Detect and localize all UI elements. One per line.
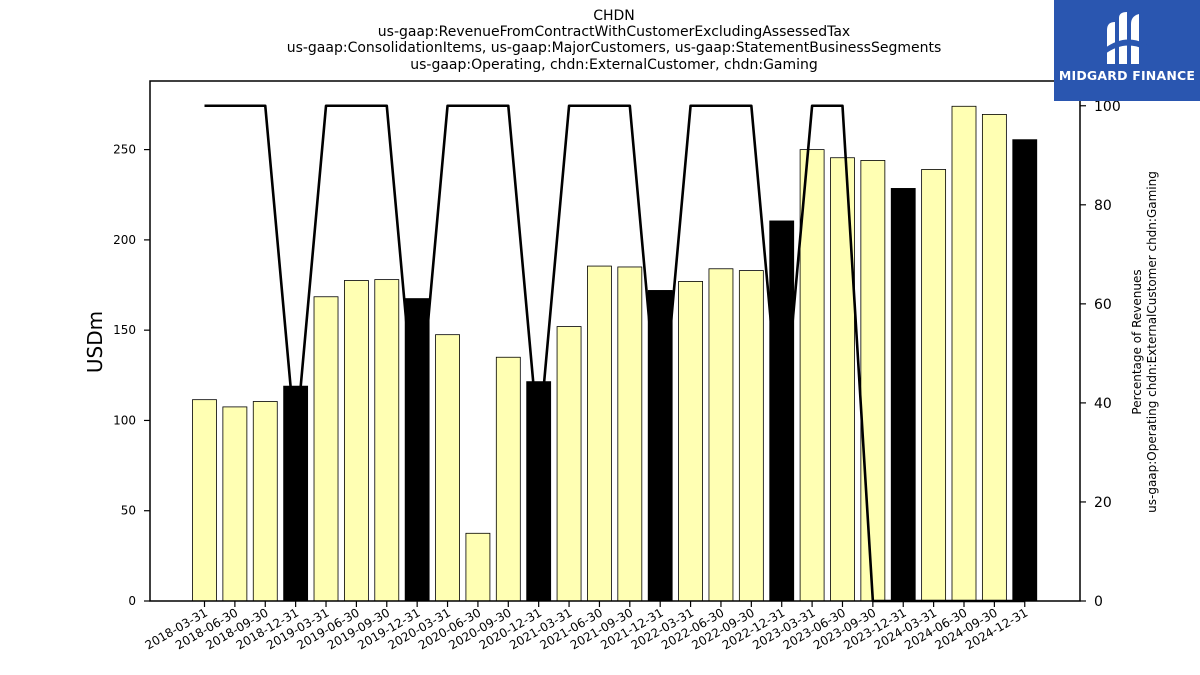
- bar-2020-06-30: [465, 532, 491, 602]
- logo-text: MIDGARD FINANCE: [1058, 68, 1196, 83]
- bar-2024-03-31: [921, 169, 947, 602]
- y-axis-title: USDm: [83, 311, 107, 373]
- y-tick-label: 0: [128, 594, 136, 608]
- bar-2024-09-30: [981, 114, 1007, 602]
- bar-2023-12-31: [890, 188, 916, 602]
- bar-2019-06-30: [343, 280, 369, 602]
- y2-tick-label: 80: [1094, 198, 1112, 214]
- y-tick-label: 200: [113, 233, 136, 247]
- bar-2020-03-31: [435, 334, 460, 602]
- title-line-2: us-gaap:RevenueFromContractWithCustomerE…: [378, 24, 850, 40]
- y-tick-label: 250: [113, 143, 136, 157]
- y2-tick-label: 0: [1094, 594, 1103, 610]
- y-axis-right: 0 20 40 60 80 100: [1080, 99, 1121, 610]
- y-tick-label: 150: [113, 323, 136, 337]
- bar-2019-09-30: [374, 279, 400, 602]
- bar-2018-09-30: [252, 401, 278, 602]
- bar-2020-12-31: [526, 381, 552, 602]
- bars: [192, 105, 1038, 602]
- bar-2023-03-31: [799, 149, 825, 602]
- title-line-3: us-gaap:ConsolidationItems, us-gaap:Majo…: [287, 40, 942, 56]
- y-axis-left: 0 50 100 150 200 250: [113, 143, 150, 608]
- bar-2022-06-30: [708, 268, 734, 602]
- y2-tick-label: 40: [1094, 396, 1112, 412]
- bar-2018-06-30: [222, 406, 248, 602]
- y2-tick-label: 60: [1094, 297, 1112, 313]
- bar-2019-03-31: [313, 296, 339, 602]
- title-line-4: us-gaap:Operating, chdn:ExternalCustomer…: [410, 57, 818, 73]
- y2-axis-title-line-1: Percentage of Revenues: [1130, 269, 1144, 414]
- y-tick-label: 50: [121, 504, 136, 518]
- y2-axis-title-line-2: us-gaap:Operating chdn:ExternalCustomer …: [1145, 171, 1159, 513]
- bar-2023-09-30: [860, 160, 886, 602]
- x-axis: 2018-03-312018-06-302018-09-302018-12-31…: [143, 601, 1030, 652]
- bar-2021-06-30: [587, 265, 612, 602]
- brand-logo: MIDGARD FINANCE: [1054, 0, 1200, 101]
- bar-2020-09-30: [495, 356, 521, 602]
- y2-tick-label: 20: [1094, 495, 1112, 511]
- plot-frame: [149, 80, 1081, 602]
- bar-2018-03-31: [192, 399, 217, 602]
- bar-2022-03-31: [678, 281, 703, 602]
- y2-tick-label: 100: [1094, 99, 1121, 115]
- bar-2022-12-31: [769, 220, 795, 602]
- bar-2018-12-31: [283, 385, 309, 602]
- bar-2021-03-31: [556, 326, 582, 602]
- bar-2024-12-31: [1012, 139, 1038, 602]
- title-line-1: CHDN: [593, 8, 635, 24]
- y-tick-label: 100: [113, 413, 136, 427]
- bar-2021-09-30: [617, 266, 643, 602]
- bar-2022-09-30: [738, 270, 764, 602]
- bar-2024-06-30: [951, 105, 977, 602]
- logo-mark-icon: [1105, 12, 1149, 64]
- chart-title: CHDN us-gaap:RevenueFromContractWithCust…: [287, 8, 942, 73]
